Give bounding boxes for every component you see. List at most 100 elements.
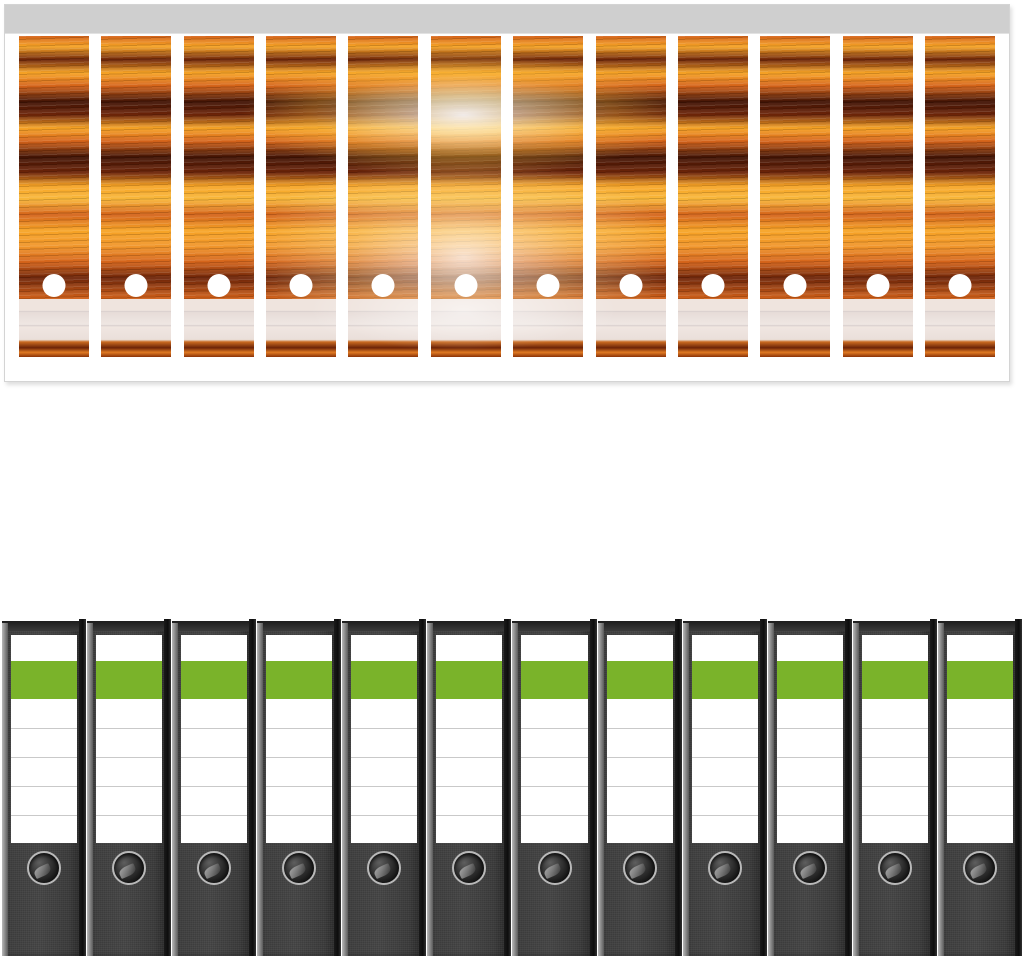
- binder-spine-top-cap: [172, 621, 257, 631]
- label-punch-hole: [701, 274, 725, 297]
- binder-right-edge: [164, 619, 172, 956]
- label-rule-line: [96, 728, 163, 729]
- binder-grip-hole[interactable]: [792, 851, 827, 885]
- label-strip[interactable]: [677, 36, 748, 357]
- label-top-white-field: [691, 635, 758, 661]
- lever-arch-binder[interactable]: [597, 613, 682, 956]
- lever-arch-binder[interactable]: [87, 613, 172, 956]
- binder-grip-hole[interactable]: [27, 851, 62, 885]
- binder-right-edge: [674, 619, 682, 956]
- label-strip[interactable]: [760, 36, 831, 357]
- grip-hole-sheen: [542, 862, 564, 879]
- binder-spine-label[interactable]: [606, 635, 673, 843]
- label-top-white-field: [181, 635, 248, 661]
- label-rule-line: [691, 757, 758, 758]
- label-strip[interactable]: [595, 36, 666, 357]
- binder-left-edge: [767, 623, 774, 956]
- lever-arch-binder[interactable]: [767, 613, 852, 956]
- label-strip[interactable]: [513, 36, 584, 357]
- lever-arch-binder[interactable]: [342, 613, 427, 956]
- label-punch-hole: [866, 274, 890, 297]
- binder-spine-label[interactable]: [11, 635, 78, 843]
- label-strip[interactable]: [842, 36, 913, 357]
- label-strip[interactable]: [266, 36, 337, 357]
- binder-grip-hole[interactable]: [197, 851, 232, 885]
- binder-spine-label[interactable]: [861, 635, 928, 843]
- binder-grip-hole[interactable]: [622, 851, 657, 885]
- label-rule-line: [181, 786, 248, 787]
- strip-foam-band: [677, 299, 748, 357]
- binder-spine-label[interactable]: [181, 635, 248, 843]
- lever-arch-binder[interactable]: [172, 613, 257, 956]
- binder-grip-hole[interactable]: [282, 851, 317, 885]
- lever-arch-binder[interactable]: [682, 613, 767, 956]
- strip-foam-band: [760, 299, 831, 357]
- binder-spine-label[interactable]: [946, 635, 1013, 843]
- label-strip[interactable]: [19, 36, 89, 357]
- label-rule-line: [776, 815, 843, 816]
- binder-left-edge: [937, 623, 944, 956]
- lever-arch-binder[interactable]: [937, 613, 1022, 956]
- label-rule-line: [11, 728, 78, 729]
- binder-floor-shadow: [601, 954, 678, 956]
- label-rule-line: [266, 757, 333, 758]
- label-rule-line: [606, 786, 673, 787]
- label-strip[interactable]: [101, 36, 172, 357]
- binder-spine-label[interactable]: [776, 635, 843, 843]
- label-strip[interactable]: [348, 36, 419, 357]
- label-strip-row: [19, 36, 995, 357]
- binder-grip-hole[interactable]: [537, 851, 572, 885]
- label-green-accent-band: [96, 661, 163, 699]
- label-rule-line: [946, 728, 1013, 729]
- binder-right-edge: [334, 619, 342, 956]
- strip-photo: [595, 36, 666, 300]
- label-rule-line: [96, 815, 163, 816]
- binder-spine-label[interactable]: [351, 635, 418, 843]
- binder-spine-label[interactable]: [96, 635, 163, 843]
- binder-spine-label[interactable]: [521, 635, 588, 843]
- binder-grip-hole[interactable]: [962, 851, 997, 885]
- strip-photo: [513, 36, 584, 300]
- label-strip[interactable]: [430, 36, 501, 357]
- label-strip[interactable]: [924, 36, 995, 357]
- lever-arch-binder[interactable]: [512, 613, 597, 956]
- binder-floor-shadow: [856, 954, 933, 956]
- label-green-accent-band: [946, 661, 1013, 699]
- lever-arch-binder[interactable]: [427, 613, 512, 956]
- binder-grip-hole[interactable]: [112, 851, 147, 885]
- lever-arch-binder[interactable]: [257, 613, 342, 956]
- binder-spine-top-cap: [682, 621, 767, 631]
- binder-spine-label[interactable]: [266, 635, 333, 843]
- label-green-accent-band: [436, 661, 503, 699]
- label-top-white-field: [351, 635, 418, 661]
- binder-grip-hole[interactable]: [452, 851, 487, 885]
- label-writing-lines: [521, 699, 588, 843]
- label-rule-line: [946, 815, 1013, 816]
- binder-spine-label[interactable]: [691, 635, 758, 843]
- binder-grip-hole[interactable]: [877, 851, 912, 885]
- label-green-accent-band: [606, 661, 673, 699]
- label-punch-hole: [454, 274, 478, 297]
- label-rule-line: [181, 728, 248, 729]
- binder-spine-label[interactable]: [436, 635, 503, 843]
- label-punch-hole: [536, 274, 560, 297]
- grip-hole-sheen: [798, 862, 819, 879]
- lever-arch-binder[interactable]: [852, 613, 937, 956]
- label-punch-hole: [289, 274, 313, 297]
- label-rule-line: [861, 786, 928, 787]
- sunset-label-sheet: [4, 4, 1010, 382]
- label-rule-line: [776, 728, 843, 729]
- label-writing-lines: [691, 699, 758, 843]
- binder-grip-hole[interactable]: [367, 851, 402, 885]
- strip-photo-sun: [430, 36, 501, 300]
- grip-hole-sheen: [883, 862, 904, 879]
- grip-hole-sheen: [202, 862, 223, 879]
- binder-grip-hole[interactable]: [707, 851, 742, 885]
- binder-floor-shadow: [346, 954, 423, 956]
- label-strip[interactable]: [183, 36, 254, 357]
- label-punch-hole: [124, 274, 148, 297]
- grip-hole-sheen: [457, 862, 478, 879]
- lever-arch-binder[interactable]: [2, 613, 87, 956]
- strip-photo: [19, 36, 89, 300]
